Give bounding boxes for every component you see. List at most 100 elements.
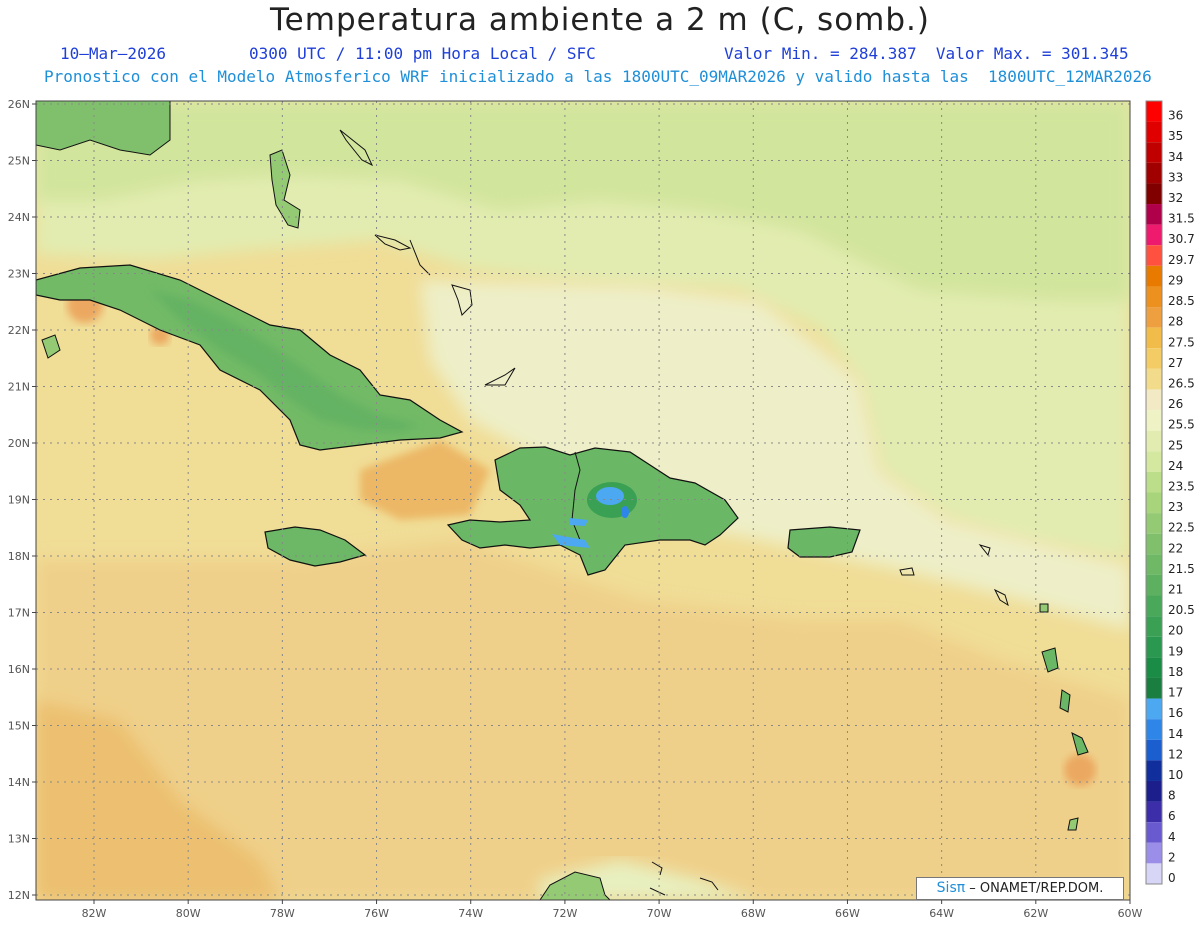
model-description: Pronostico con el Modelo Atmosferico WRF… — [44, 67, 1152, 86]
colorbar-label: 10 — [1168, 768, 1183, 782]
lon-label: 78W — [270, 907, 295, 920]
lon-label: 72W — [552, 907, 577, 920]
colorbar-swatch — [1146, 286, 1162, 308]
lat-label: 20N — [8, 437, 30, 450]
colorbar-label: 23 — [1168, 500, 1183, 514]
lon-label: 74W — [458, 907, 483, 920]
colorbar-label: 25 — [1168, 438, 1183, 452]
plot-frame — [35, 100, 1131, 901]
colorbar-swatch — [1146, 698, 1162, 720]
lon-label: 66W — [835, 907, 860, 920]
colorbar-swatch — [1146, 204, 1162, 225]
colorbar-swatch — [1146, 677, 1162, 699]
colorbar-label: 4 — [1168, 830, 1176, 844]
colorbar-swatch — [1146, 739, 1162, 761]
colorbar-swatch — [1146, 368, 1162, 390]
lat-label: 15N — [8, 720, 30, 733]
colorbar-label: 26.5 — [1168, 376, 1195, 390]
colorbar-swatch — [1146, 265, 1162, 287]
colorbar-swatch — [1146, 183, 1162, 205]
colorbar-label: 30.7 — [1168, 232, 1195, 246]
lon-label: 80W — [176, 907, 201, 920]
credit-box: Sisπ – ONAMET/REP.DOM. — [916, 877, 1124, 900]
colorbar-label: 24 — [1168, 459, 1183, 473]
credit-text: – ONAMET/REP.DOM. — [965, 881, 1104, 896]
colorbar-label: 8 — [1168, 789, 1176, 803]
lat-label: 14N — [8, 776, 30, 789]
colorbar-label: 23.5 — [1168, 480, 1195, 494]
colorbar-label: 28 — [1168, 315, 1183, 329]
colorbar-swatch — [1146, 492, 1162, 514]
colorbar-swatch — [1146, 451, 1162, 472]
lon-label: 62W — [1023, 907, 1048, 920]
colorbar-swatch — [1146, 224, 1162, 246]
colorbar-label: 29 — [1168, 273, 1183, 287]
lat-label: 18N — [8, 550, 30, 563]
colorbar-swatch — [1146, 533, 1162, 555]
latitude-labels: 26N 25N 24N 23N 22N 21N 20N 19N 18N 17N 16N 15N 14N 1… — [8, 98, 36, 902]
colorbar-label: 6 — [1168, 809, 1176, 823]
forecast-date: 10–Mar–2026 — [60, 44, 166, 63]
colorbar-label: 16 — [1168, 706, 1183, 720]
lon-label: 64W — [929, 907, 954, 920]
colorbar-label: 32 — [1168, 191, 1183, 205]
colorbar-frame — [1145, 100, 1163, 885]
sispi-logo: Sisπ — [936, 880, 966, 896]
colorbar-label: 21 — [1168, 583, 1183, 597]
lat-label: 16N — [8, 663, 30, 676]
colorbar-swatch — [1146, 801, 1162, 823]
colorbar-label: 31.5 — [1168, 212, 1195, 226]
colorbar-swatch — [1146, 121, 1162, 143]
colorbar-swatch — [1146, 245, 1162, 266]
colorbar-swatch — [1146, 513, 1162, 534]
colorbar-label: 21.5 — [1168, 562, 1195, 576]
map-title: Temperatura ambiente a 2 m (C, somb.) — [270, 2, 930, 38]
colorbar-swatch — [1146, 595, 1162, 617]
colorbar-label: 18 — [1168, 665, 1183, 679]
colorbar-swatch — [1146, 348, 1162, 369]
colorbar-swatch — [1146, 142, 1162, 163]
colorbar-label: 14 — [1168, 727, 1183, 741]
colorbar-label: 22.5 — [1168, 521, 1195, 535]
colorbar: 363534333231.530.729.72928.52827.52726.5… — [1145, 100, 1195, 885]
colorbar-swatch — [1146, 471, 1162, 493]
colorbar-swatch — [1146, 760, 1162, 781]
lat-label: 19N — [8, 494, 30, 507]
colorbar-label: 19 — [1168, 644, 1183, 658]
colorbar-swatch — [1146, 574, 1162, 596]
lat-label: 26N — [8, 98, 30, 111]
lat-label: 21N — [8, 381, 30, 394]
colorbar-label: 27 — [1168, 356, 1183, 370]
colorbar-swatch — [1146, 389, 1162, 411]
colorbar-label: 36 — [1168, 109, 1183, 123]
value-min-max: Valor Min. = 284.387 Valor Max. = 301.34… — [724, 44, 1129, 63]
colorbar-swatch — [1146, 554, 1162, 575]
lat-label: 24N — [8, 211, 30, 224]
colorbar-label: 33 — [1168, 170, 1183, 184]
colorbar-label: 29.7 — [1168, 253, 1195, 267]
colorbar-swatch — [1146, 780, 1162, 802]
colorbar-label: 20 — [1168, 624, 1183, 638]
lat-label: 22N — [8, 324, 30, 337]
colorbar-label: 35 — [1168, 129, 1183, 143]
colorbar-swatch — [1146, 636, 1162, 658]
colorbar-label: 27.5 — [1168, 335, 1195, 349]
lon-label: 82W — [82, 907, 107, 920]
lon-label: 60W — [1118, 907, 1143, 920]
lon-label: 70W — [647, 907, 672, 920]
colorbar-label: 2 — [1168, 850, 1176, 864]
colorbar-swatch — [1146, 616, 1162, 637]
colorbar-swatch — [1146, 410, 1162, 431]
lat-label: 23N — [8, 268, 30, 281]
lat-label: 17N — [8, 607, 30, 620]
temperature-field — [36, 101, 1130, 900]
colorbar-swatch — [1146, 430, 1162, 452]
colorbar-label: 28.5 — [1168, 294, 1195, 308]
colorbar-swatch — [1146, 657, 1162, 678]
lon-label: 76W — [364, 907, 389, 920]
colorbar-swatch — [1146, 842, 1162, 864]
colorbar-swatch — [1146, 719, 1162, 740]
lat-label: 25N — [8, 155, 30, 168]
colorbar-label: 22 — [1168, 541, 1183, 555]
